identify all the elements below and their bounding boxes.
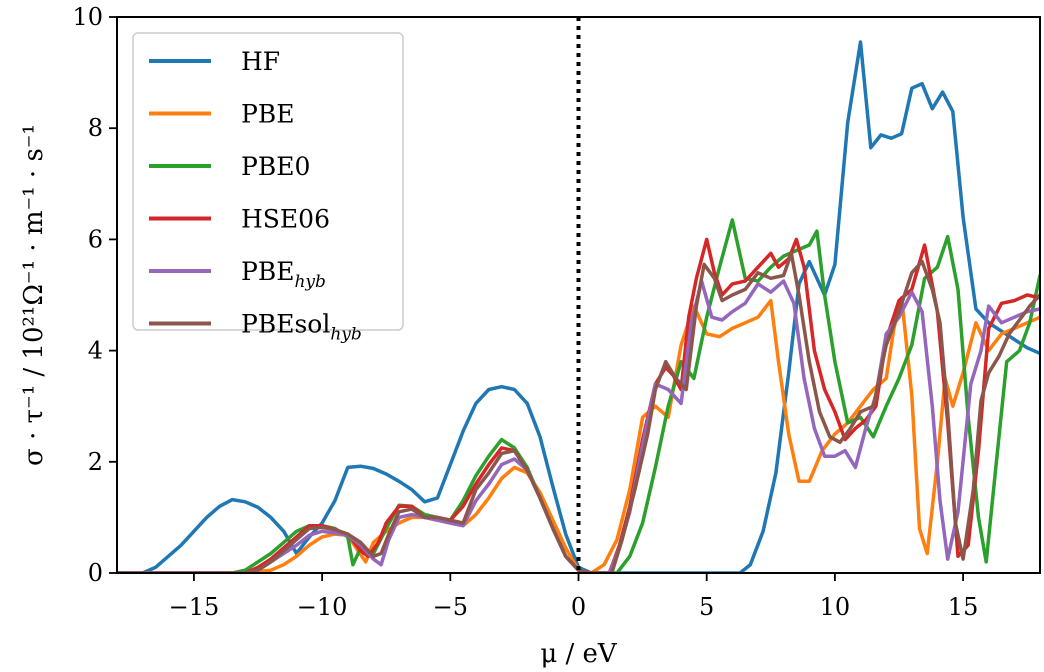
legend-box — [132, 32, 404, 331]
y-tick-label: 10 — [72, 3, 103, 31]
x-tick-label: −15 — [169, 593, 220, 621]
x-tick-label: 0 — [571, 593, 586, 621]
y-tick-label: 4 — [88, 337, 103, 365]
legend-label: PBEsolhyb — [241, 310, 362, 345]
axes: −15 −10 −5 0 5 10 15 0 2 4 6 8 10 — [72, 3, 1041, 621]
legend-label: HSE06 — [241, 205, 330, 234]
series-line-hse06 — [117, 237, 1040, 573]
legend-label: PBEhyb — [241, 257, 326, 292]
x-tick-label: 5 — [699, 593, 714, 621]
x-axis-label: μ / eV — [540, 639, 618, 669]
plot-area — [117, 17, 1040, 573]
y-axis-label: σ · τ⁻¹ / 10²¹Ω⁻¹ · m⁻¹ · s⁻¹ — [19, 124, 49, 466]
series-line-hf — [117, 40, 1040, 573]
y-tick-label: 8 — [88, 114, 103, 142]
y-tick-label: 0 — [88, 559, 103, 587]
series-line-pbesol-hyb — [117, 251, 1040, 573]
x-tick-label: −10 — [297, 593, 348, 621]
x-tick-label: −5 — [433, 593, 468, 621]
x-tick-label: 15 — [948, 593, 979, 621]
legend-label: HF — [241, 47, 280, 76]
series-line-pbe0 — [117, 218, 1040, 573]
x-tick-label: 10 — [820, 593, 851, 621]
series-line-pbe-hyb — [117, 279, 1040, 573]
legend: HF PBE PBE0 HSE06 PBEhyb PBEsolhyb — [132, 32, 404, 345]
series-line-pbe — [117, 296, 1040, 573]
legend-label: PBE0 — [241, 152, 310, 181]
legend-label: PBE — [241, 100, 294, 129]
y-tick-label: 6 — [88, 225, 103, 253]
y-tick-label: 2 — [88, 448, 103, 476]
